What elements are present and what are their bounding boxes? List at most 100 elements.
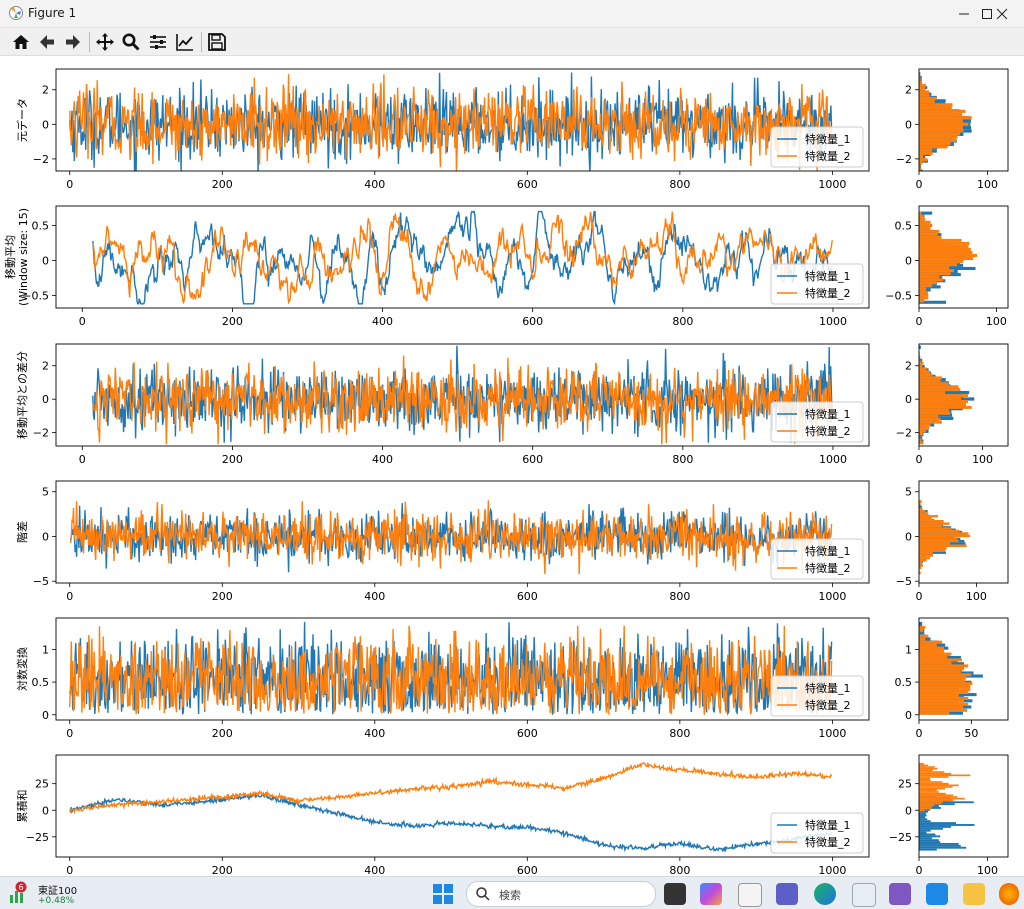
hist-x-tick-label: 50	[964, 727, 978, 740]
y-tick-label: 0	[42, 254, 49, 267]
x-tick-label: 600	[517, 727, 538, 740]
hist-bar	[919, 670, 961, 674]
y-tick-label: 5	[42, 486, 49, 499]
hist-y-tick-label: 25	[898, 778, 912, 791]
hist-bar	[919, 820, 931, 823]
legend: 特徴量_1 特徴量_2	[770, 812, 864, 854]
hist-bar	[919, 792, 946, 795]
hist-bar	[919, 109, 966, 113]
y-axis-label-line: 元データ	[15, 98, 29, 142]
y-axis-label-line: 階差	[15, 521, 29, 543]
hist-bar	[919, 825, 952, 828]
y-tick-label: 0	[42, 118, 49, 131]
task-view-icon[interactable]	[664, 883, 686, 905]
hist-bar	[919, 776, 949, 778]
hist-bar	[919, 388, 961, 392]
zoom-button[interactable]	[119, 30, 143, 54]
hist-bar	[919, 148, 933, 152]
legend-label: 特徴量_2	[805, 561, 851, 575]
hist-bar	[919, 72, 921, 76]
hist-bar	[919, 842, 959, 845]
hist-x-tick-label: 100	[966, 590, 987, 603]
hist-bar	[919, 397, 961, 401]
hist-bar	[919, 634, 929, 638]
y-axis-label: 累積和	[15, 790, 29, 823]
edit-axis-button[interactable]	[173, 30, 197, 54]
hist-bar	[919, 522, 950, 525]
hist-bar	[919, 839, 939, 842]
y-tick-label: −5	[33, 575, 49, 588]
hist-x-tick-label: 100	[977, 864, 998, 876]
hist-bar	[919, 699, 965, 703]
configure-subplots-button[interactable]	[146, 30, 170, 54]
hist-bar	[919, 161, 923, 165]
home-button[interactable]	[9, 30, 33, 54]
x-tick-label: 1000	[818, 590, 846, 603]
visual-studio-icon[interactable]	[889, 883, 911, 905]
hist-bar	[919, 566, 922, 570]
taskbar: 6 東証100 +0.48% 検索	[0, 876, 1024, 909]
hist-bar	[919, 774, 971, 777]
hist-bar	[919, 841, 941, 843]
hist-y-tick-label: −5	[896, 575, 912, 588]
windows-start-icon[interactable]	[432, 883, 454, 905]
forward-button[interactable]	[61, 30, 85, 54]
teams-icon[interactable]	[776, 883, 798, 905]
edge-icon[interactable]	[814, 883, 836, 905]
hist-bar	[919, 112, 963, 117]
x-tick-label: 600	[517, 864, 538, 876]
maximize-button[interactable]	[964, 0, 1009, 27]
hist-bar	[919, 382, 949, 386]
taskbar-search-box[interactable]: 検索	[466, 881, 656, 907]
back-button[interactable]	[35, 30, 59, 54]
hist-bar	[919, 436, 923, 440]
hist-bar	[919, 676, 967, 680]
firefox-icon[interactable]	[999, 883, 1019, 905]
legend: 特徴量_1 特徴量_2	[770, 401, 864, 443]
hist-bar	[919, 664, 969, 668]
pan-button[interactable]	[93, 30, 117, 54]
x-tick-label: 1000	[819, 453, 847, 466]
hist-y-tick-label: 5	[905, 486, 912, 499]
hist-bar	[919, 769, 933, 772]
close-button[interactable]	[979, 0, 1024, 27]
stock-widget-icon[interactable]: 6	[8, 881, 30, 905]
hist-bar	[919, 524, 942, 528]
hist-bar	[919, 441, 924, 445]
snipping-tool-icon[interactable]	[852, 883, 876, 907]
hist-y-tick-label: −25	[889, 831, 912, 844]
hist-bar	[919, 287, 926, 291]
x-tick-label: 400	[372, 453, 393, 466]
hist-bar	[919, 129, 964, 133]
hist-bar	[919, 229, 940, 233]
hist-bar	[919, 151, 933, 155]
series-line	[69, 762, 833, 815]
copilot-icon[interactable]	[700, 883, 722, 905]
hist-bar	[919, 829, 931, 832]
hist-x-tick-label: 0	[916, 864, 923, 876]
minimize-button[interactable]	[941, 0, 986, 27]
y-axis-label-line: 対数変換	[15, 647, 29, 691]
vscode-icon[interactable]	[926, 883, 948, 905]
hist-y-tick-label: 0	[905, 804, 912, 817]
hist-bar	[919, 141, 951, 146]
file-explorer-icon[interactable]	[963, 883, 985, 905]
hist-y-tick-label: 0	[905, 709, 912, 722]
y-axis-label-line: (Window size: 15)	[17, 208, 30, 306]
x-tick-label: 400	[364, 727, 385, 740]
hist-bar	[919, 631, 925, 635]
hist-bar	[919, 835, 941, 838]
notepad-icon[interactable]	[738, 883, 762, 907]
hist-bar	[919, 571, 921, 575]
y-tick-label: 2	[42, 360, 49, 373]
hist-bar	[919, 519, 944, 523]
hist-bar	[919, 251, 973, 255]
hist-bar	[919, 284, 933, 288]
save-button[interactable]	[205, 30, 229, 54]
x-tick-label: 600	[522, 453, 543, 466]
hist-bar	[919, 411, 951, 415]
